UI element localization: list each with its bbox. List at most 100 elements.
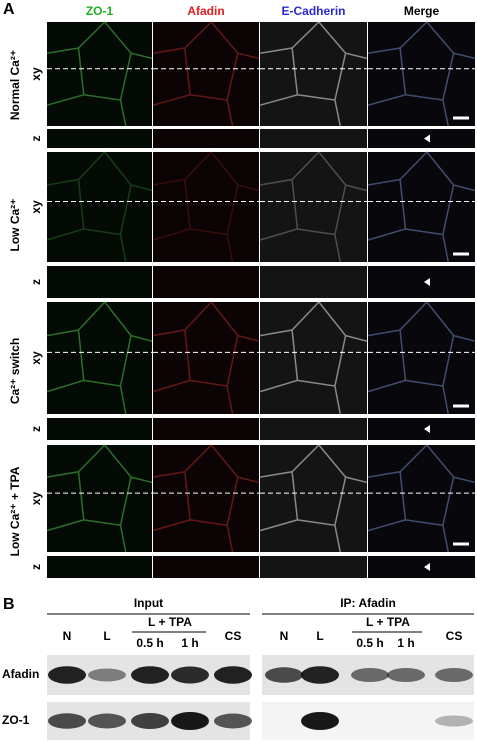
micrograph-xy: [260, 302, 367, 414]
treatment-label: L + TPA: [366, 615, 410, 629]
cell-outline: [46, 301, 153, 415]
column-header: Merge: [404, 4, 440, 18]
micrograph-z: [260, 266, 367, 298]
micrograph-xy: [47, 152, 152, 262]
blot-band: [131, 666, 169, 684]
micrograph-z: [47, 556, 152, 578]
lane-label: L: [316, 629, 323, 643]
blot-band: [301, 666, 339, 684]
time-label: 0.5 h: [356, 636, 383, 650]
blot-label: Afadin: [2, 667, 39, 681]
micrograph-z: [368, 418, 475, 440]
micrograph-z: [47, 418, 152, 440]
micrograph-xy: [368, 152, 475, 262]
lane-label: N: [63, 629, 72, 643]
micrograph-xy: [260, 445, 367, 552]
micrograph-z: [153, 266, 259, 298]
micrograph-xy: [260, 22, 367, 126]
micrograph-xy: [153, 22, 259, 126]
view-label: xy: [29, 200, 43, 214]
arrowhead: [424, 563, 430, 571]
micrograph-z: [47, 266, 152, 298]
time-label: 0.5 h: [136, 636, 163, 650]
cell-outline: [367, 301, 476, 415]
cell-outline: [152, 301, 260, 415]
panel-label: B: [3, 596, 15, 613]
condition-label: Low Ca²⁺ + TPA: [8, 466, 22, 556]
arrowhead: [424, 278, 430, 286]
cell-outline: [259, 151, 368, 263]
blot-band: [301, 712, 339, 730]
view-label: z: [29, 564, 43, 570]
condition-label: Low Ca²⁺: [8, 199, 22, 252]
cell-outline: [259, 444, 368, 553]
blot-band: [131, 713, 169, 729]
micrograph-z: [368, 266, 475, 298]
micrograph-xy: [260, 152, 367, 262]
cell-outline: [46, 151, 153, 263]
micrograph-xy: [47, 302, 152, 414]
micrograph-xy: [153, 302, 259, 414]
cell-outline: [46, 21, 153, 127]
lane-label: N: [280, 629, 289, 643]
view-label: z: [29, 279, 43, 285]
cell-outline: [152, 21, 260, 127]
micrograph-xy: [368, 445, 475, 552]
treatment-label: L + TPA: [148, 615, 192, 629]
view-label: z: [29, 136, 43, 142]
condition-label: Normal Ca²⁺: [8, 50, 22, 120]
cell-outline: [152, 151, 260, 263]
blot-band: [171, 712, 209, 730]
micrograph-xy: [153, 152, 259, 262]
column-header: Afadin: [187, 4, 224, 18]
view-label: xy: [29, 351, 43, 365]
blot-band: [48, 666, 86, 684]
blot-band: [48, 713, 86, 729]
blot-band: [265, 667, 303, 683]
blot-band: [435, 668, 473, 682]
micrograph-xy: [47, 22, 152, 126]
micrograph-z: [368, 129, 475, 148]
view-label: xy: [29, 492, 43, 506]
arrowhead: [424, 134, 430, 143]
lane-label: CS: [446, 629, 463, 643]
group-title: IP: Afadin: [340, 596, 396, 610]
blot-band: [214, 666, 252, 684]
cell-outline: [367, 151, 476, 263]
micrograph-xy: [153, 445, 259, 552]
time-label: 1 h: [181, 636, 198, 650]
cell-outline: [152, 444, 260, 553]
view-label: z: [29, 426, 43, 432]
micrograph-xy: [368, 302, 475, 414]
condition-label: Ca²⁺ switch: [8, 338, 22, 404]
cell-outline: [367, 444, 476, 553]
micrograph-z: [368, 556, 475, 578]
column-header: E-Cadherin: [281, 4, 345, 18]
cell-outline: [46, 444, 153, 553]
blot-band: [88, 668, 126, 682]
view-label: xy: [29, 67, 43, 81]
lane-label: CS: [225, 629, 242, 643]
blot-band: [171, 666, 209, 684]
lane-label: L: [103, 629, 110, 643]
cell-outline: [367, 21, 476, 127]
micrograph-z: [153, 129, 259, 148]
micrograph-xy: [368, 22, 475, 126]
blot-band: [214, 713, 252, 729]
cell-outline: [259, 301, 368, 415]
time-label: 1 h: [397, 636, 414, 650]
micrograph-z: [260, 418, 367, 440]
micrograph-z: [47, 129, 152, 148]
blot-strip: [262, 702, 474, 740]
blot-band: [387, 668, 425, 682]
blot-label: ZO-1: [2, 713, 30, 727]
micrograph-z: [153, 418, 259, 440]
panel-label: A: [3, 1, 15, 18]
blot-band: [435, 715, 473, 727]
arrowhead: [424, 425, 430, 433]
micrograph-xy: [47, 445, 152, 552]
micrograph-z: [260, 129, 367, 148]
group-title: Input: [134, 596, 163, 610]
blot-band: [351, 668, 389, 682]
